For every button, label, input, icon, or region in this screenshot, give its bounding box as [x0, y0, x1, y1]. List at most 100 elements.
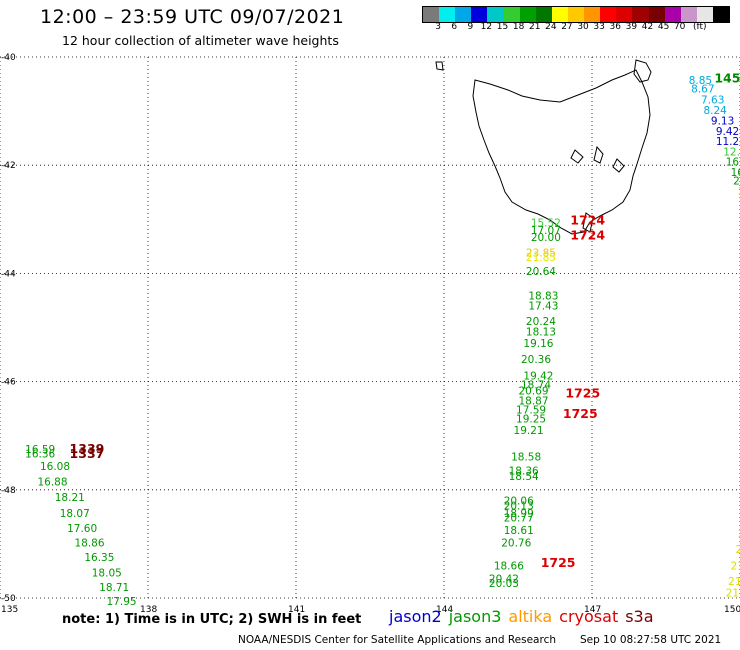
wave-height-value: 20.76 — [501, 538, 531, 550]
color-scale-label: 18 — [512, 22, 525, 32]
pass-time-label: 1725 — [563, 406, 598, 421]
wave-height-value: 17.60 — [67, 523, 97, 535]
color-scale-cell — [648, 7, 665, 22]
legend-jason2: jason2 — [389, 607, 442, 626]
wave-height-value: 18.54 — [509, 471, 539, 483]
wave-height-value: 23.85 — [526, 248, 556, 260]
pass-time-label: 1337 — [70, 446, 105, 461]
color-scale-cell — [616, 7, 633, 22]
color-scale-label: 45 — [657, 22, 670, 32]
wave-height-color-scale — [422, 6, 730, 23]
color-scale-cell — [584, 7, 601, 22]
wave-height-value: 8.85 — [689, 75, 712, 87]
color-scale-cell — [600, 7, 617, 22]
longitude-label: 141 — [288, 605, 305, 615]
color-scale-label: 42 — [641, 22, 654, 32]
color-scale-label: 12 — [480, 22, 493, 32]
latitude-label: -46 — [1, 378, 16, 388]
tasmania-coastline — [435, 59, 652, 235]
wave-height-value: 18.07 — [60, 508, 90, 520]
wave-height-value: 19.42 — [523, 370, 553, 382]
king-island — [435, 61, 444, 71]
wave-height-observations: 8.858.677.638.249.139.4211.2912.3916.761… — [25, 75, 740, 608]
color-scale-cell — [535, 7, 552, 22]
pass-time-label: 1453 — [714, 70, 740, 85]
color-scale-label: 30 — [577, 22, 589, 32]
wave-height-value: 20.69 — [518, 386, 548, 398]
wave-height-value: 16.88 — [37, 476, 67, 488]
wave-height-value: 20.64 — [526, 266, 556, 278]
wave-height-value: 20.06 — [504, 495, 534, 507]
wave-height-value: 18.58 — [511, 452, 541, 464]
legend-s3a: s3a — [625, 607, 654, 626]
pass-time-label: 1339 — [70, 441, 105, 456]
wave-height-value: 21 — [738, 528, 740, 540]
color-scale-label: 15 — [496, 22, 509, 32]
wave-height-value: 17.59 — [516, 405, 546, 417]
wave-height-value: 21.50 — [728, 576, 740, 588]
color-scale-cell — [455, 7, 472, 22]
lat-lon-grid — [0, 56, 740, 599]
flinders-island — [633, 59, 652, 83]
legend-altika: altika — [508, 607, 553, 626]
wave-height-value: 20.24 — [526, 316, 556, 328]
wave-height-value: 17.07 — [531, 225, 561, 237]
color-scale-label: 39 — [625, 22, 638, 32]
pass-time-label: 1725 — [541, 555, 576, 570]
color-scale-cell — [519, 7, 536, 22]
credit-line: NOAA/NESDIS Center for Satellite Applica… — [238, 634, 556, 646]
wave-height-value: 18.71 — [99, 582, 129, 594]
color-scale-cell — [664, 7, 681, 22]
color-scale-cell — [680, 7, 697, 22]
color-scale-label: 9 — [467, 22, 474, 32]
wave-height-value: 21 — [738, 186, 740, 198]
color-scale-cell — [503, 7, 520, 22]
wave-height-value: 16.79 — [731, 167, 740, 179]
map-title: 12:00 – 23:59 UTC 09/07/2021 — [40, 6, 345, 28]
wave-height-value: 7.63 — [701, 95, 724, 107]
color-scale-label: 24 — [545, 22, 557, 32]
color-scale-cell — [696, 7, 713, 22]
longitude-label: 150 — [724, 605, 740, 615]
pass-time-label: 1724 — [570, 213, 605, 228]
satellite-legend: jason2 jason3 altika cryosat s3a — [389, 607, 661, 626]
wave-height-value: 20.77 — [504, 513, 534, 525]
latitude-label: -44 — [1, 269, 16, 279]
latitude-label: -48 — [1, 486, 16, 496]
latitude-label: -40 — [1, 53, 16, 63]
wave-height-value: 18.99 — [504, 508, 534, 520]
color-scale-cell — [439, 7, 456, 22]
tasmania-mainland — [472, 69, 651, 235]
color-scale-labels: 3 6 9 12 15 18 21 24 27 30 33 36 39 42 45 70 (ft) — [422, 22, 740, 34]
wave-height-value: 20.42 — [489, 573, 519, 585]
color-scale-label: 21 — [529, 22, 541, 32]
color-scale-cell — [712, 7, 730, 22]
color-scale-label: 70 — [673, 22, 686, 32]
longitude-label: 135 — [1, 605, 18, 615]
color-scale-label: (ft) — [693, 22, 707, 32]
color-scale-cell — [423, 7, 440, 22]
wave-height-value: 18.87 — [518, 395, 548, 407]
pass-time-label: 1724 — [570, 227, 605, 242]
color-scale-cell — [471, 7, 488, 22]
wave-height-value: 18.86 — [74, 538, 104, 550]
wave-height-value: 20.03 — [489, 578, 519, 590]
wave-height-value: 9.42 — [716, 126, 739, 138]
color-scale-label: 3 — [435, 22, 441, 32]
wave-height-value: 18.83 — [528, 290, 558, 302]
wave-height-value: 18.61 — [504, 525, 534, 537]
color-scale-cell — [487, 7, 504, 22]
wave-height-value: 18.13 — [526, 327, 556, 339]
wave-height-value: 17.43 — [528, 301, 558, 313]
color-scale-label: 6 — [451, 22, 458, 32]
wave-height-value: 9.13 — [711, 116, 734, 128]
wave-height-value: 16.08 — [40, 461, 70, 473]
color-scale-cell — [567, 7, 585, 22]
wave-height-value: 17.95 — [107, 596, 137, 608]
wave-height-value: 12.39 — [723, 146, 740, 158]
wave-height-value: 21.18 — [726, 587, 740, 599]
wave-height-value: 21.85 — [526, 252, 556, 264]
